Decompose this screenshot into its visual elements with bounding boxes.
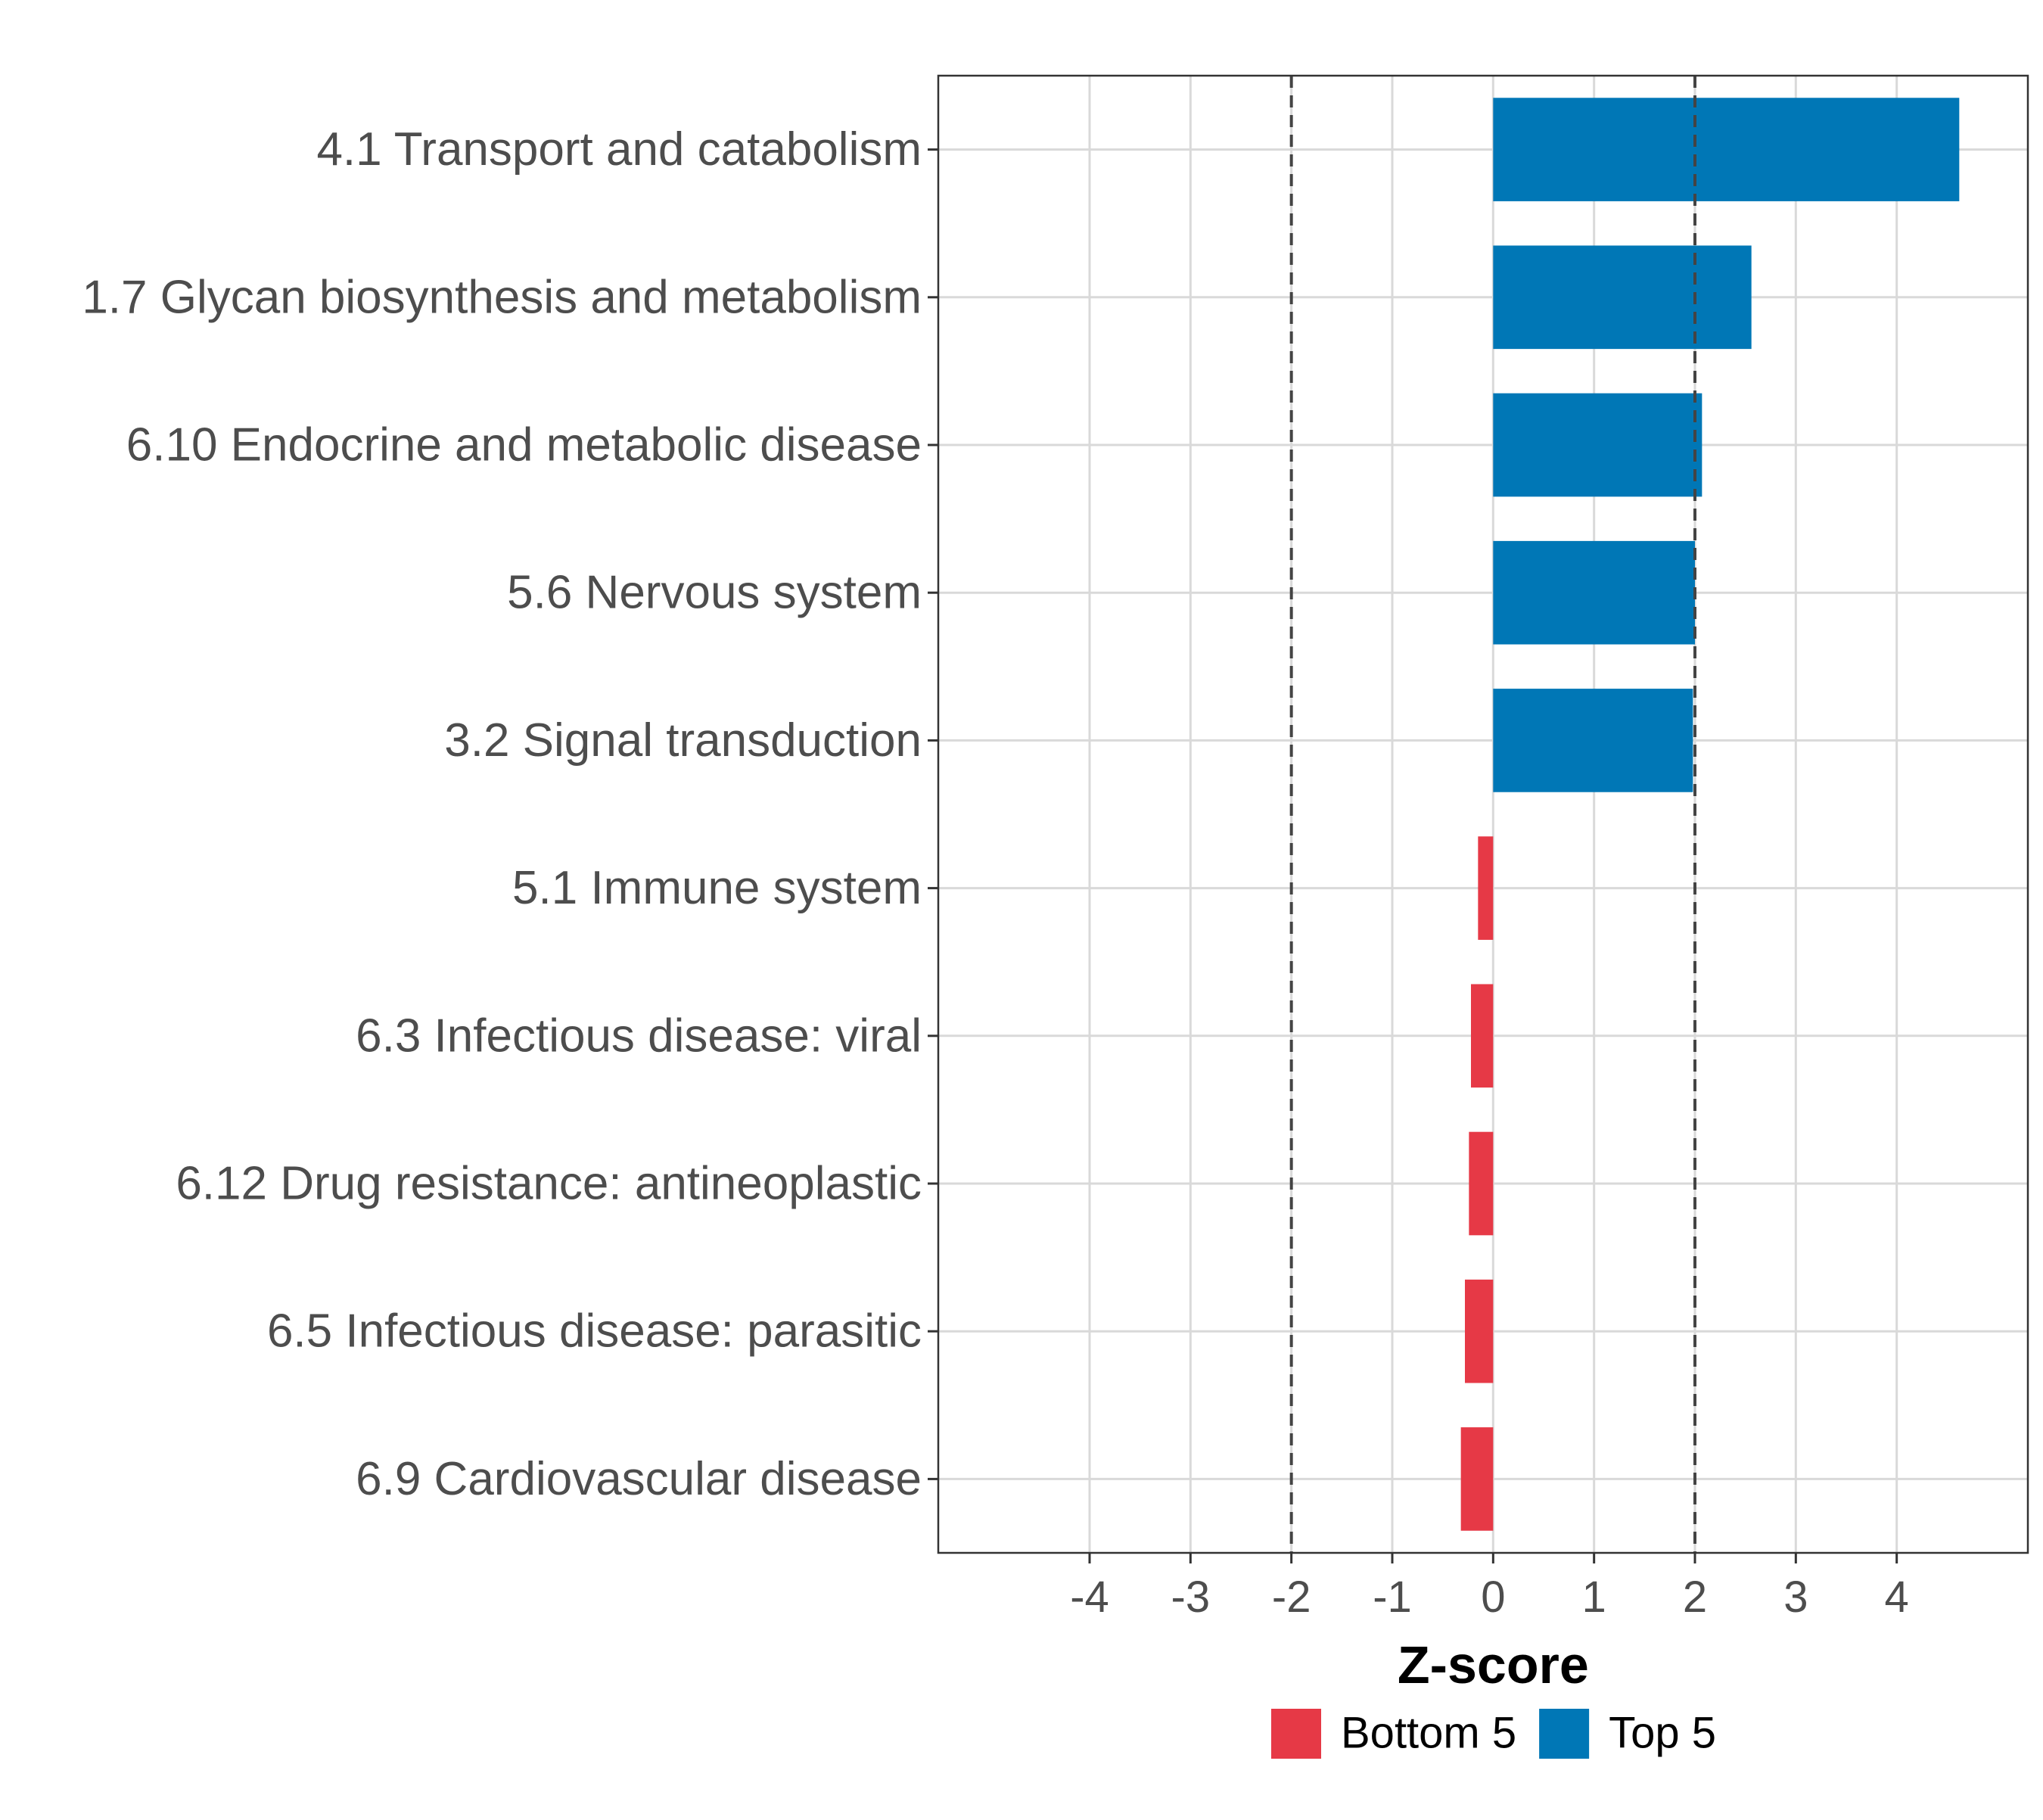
x-tick-label: 4 [1885,1573,1909,1622]
x-tick-label: 2 [1683,1573,1707,1622]
legend-swatch [1539,1709,1590,1759]
bar [1493,540,1695,645]
y-tick-label: 6.3 Infectious disease: viral [356,1010,922,1062]
legend-swatch [1271,1709,1321,1759]
y-tick-label: 3.2 Signal transduction [444,714,922,767]
x-tick-label: 3 [1783,1573,1808,1622]
y-tick-label: 1.7 Glycan biosynthesis and metabolism [82,271,922,323]
bar [1460,1427,1494,1531]
legend-label: Top 5 [1609,1709,1716,1758]
y-axis: 4.1 Transport and catabolism 1.7 Glycan b… [82,123,938,1505]
bar [1493,393,1702,497]
legend-label: Bottom 5 [1341,1709,1516,1758]
bar [1493,689,1693,792]
y-tick-label: 6.9 Cardiovascular disease [356,1453,922,1505]
y-tick-label: 6.12 Drug resistance: antineoplastic [176,1158,922,1210]
legend: Bottom 5 Top 5 [1271,1709,1716,1759]
y-tick-label: 5.6 Nervous system [507,567,922,619]
x-tick-label: -4 [1070,1573,1109,1622]
bar [1465,1279,1494,1383]
bars [1460,98,1960,1531]
x-tick-label: 0 [1481,1573,1505,1622]
bar [1493,98,1960,201]
y-tick-label: 6.5 Infectious disease: parasitic [267,1305,922,1358]
plot-panel-border [937,74,2029,1554]
reference-lines [1289,76,1696,1553]
y-tick-label: 6.10 Endocrine and metabolic disease [126,419,922,471]
bar [1478,836,1494,940]
y-tick-label: 5.1 Immune system [512,862,922,914]
x-axis: -4 -3 -2 -1 0 1 2 3 4 [1070,1553,1909,1622]
x-tick-label: -2 [1272,1573,1311,1622]
x-tick-label: -1 [1373,1573,1412,1622]
bar [1469,1131,1494,1236]
bar [1471,984,1494,1088]
x-axis-title: Z-score [1398,1635,1589,1694]
bar [1493,245,1752,350]
x-tick-label: -3 [1171,1573,1211,1622]
y-tick-label: 4.1 Transport and catabolism [316,123,922,176]
x-tick-label: 1 [1582,1573,1606,1622]
